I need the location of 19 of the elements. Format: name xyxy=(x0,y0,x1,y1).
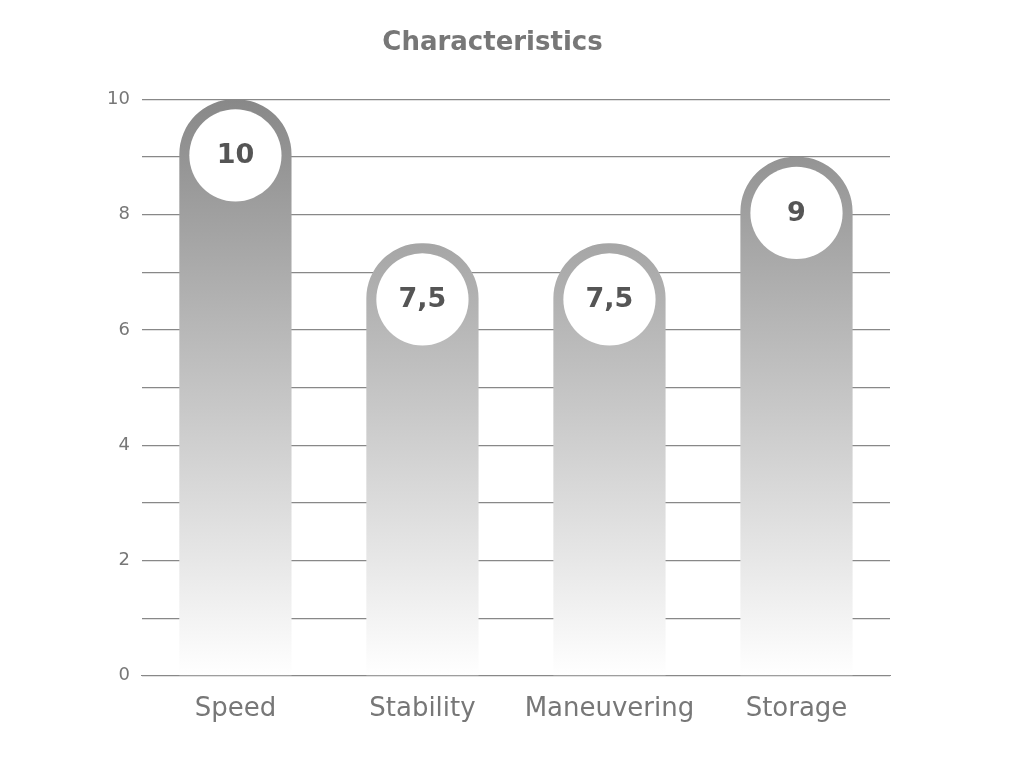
data-label: 7,5 xyxy=(585,282,634,314)
y-tick-label: 8 xyxy=(118,202,130,224)
bar xyxy=(366,243,479,676)
y-tick-label: 4 xyxy=(118,432,130,454)
data-label: 9 xyxy=(787,195,806,227)
bar xyxy=(553,243,666,676)
y-tick-label: 10 xyxy=(107,86,130,108)
x-tick-label: Stability xyxy=(369,692,476,723)
data-label: 7,5 xyxy=(398,282,447,314)
y-tick-label: 2 xyxy=(118,548,130,570)
data-label: 10 xyxy=(216,138,255,170)
y-tick-label: 0 xyxy=(118,663,130,685)
y-tick-label: 6 xyxy=(118,317,130,339)
x-tick-label: Maneuvering xyxy=(524,692,695,723)
bar xyxy=(740,156,853,676)
chart-title: Characteristics xyxy=(382,26,603,57)
x-tick-label: Storage xyxy=(745,692,848,723)
x-tick-label: Speed xyxy=(194,692,277,723)
bar xyxy=(179,99,292,676)
